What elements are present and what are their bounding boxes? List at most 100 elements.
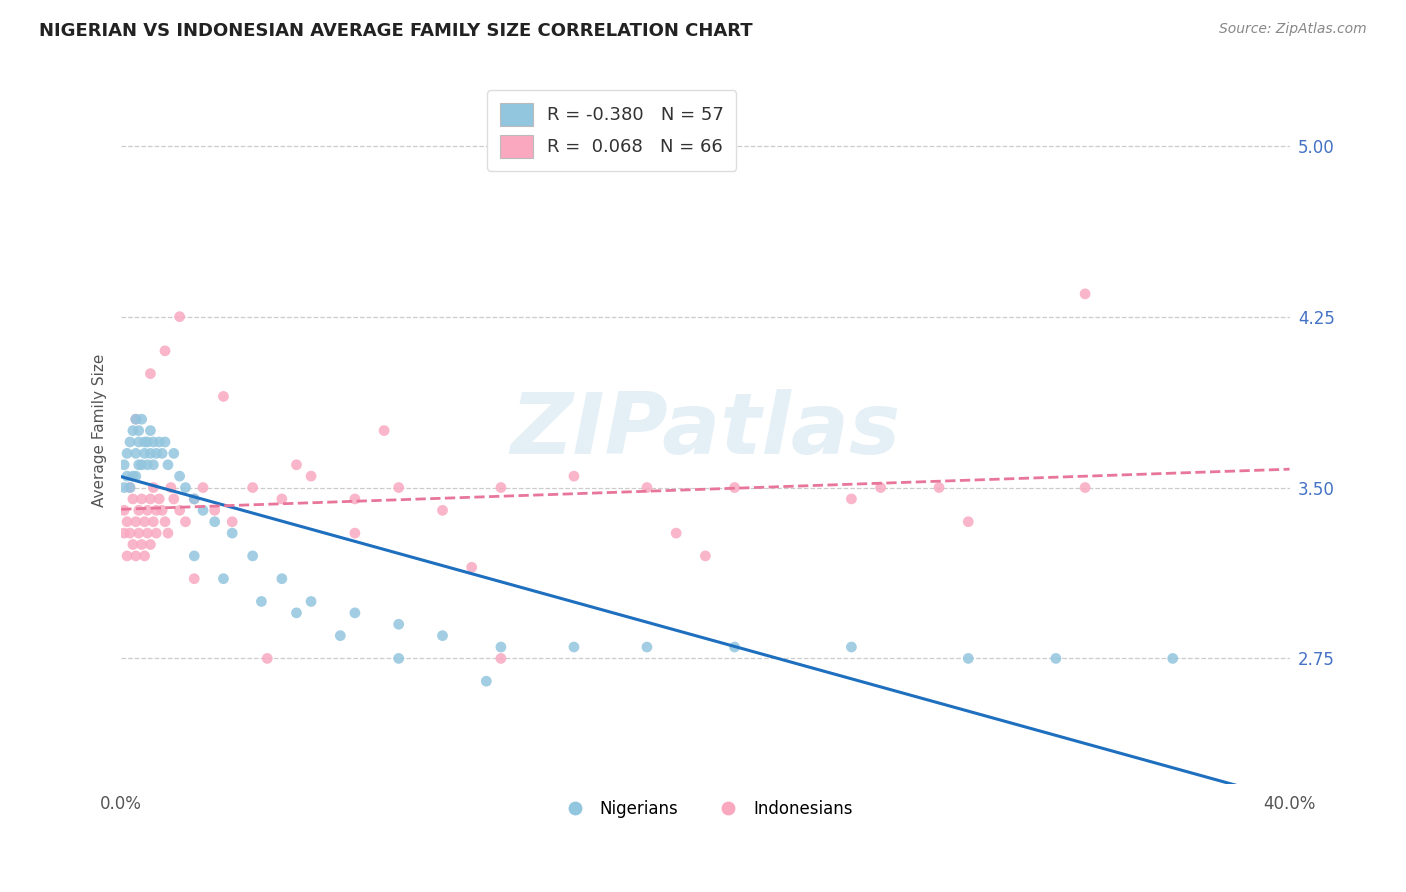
Point [131,412,153,426]
Point [139,491,162,506]
Point [115,469,138,483]
Point [128,424,150,438]
Point [1161,651,1184,665]
Point [242,549,264,563]
Point [1074,481,1097,495]
Point [183,572,205,586]
Point [131,458,153,472]
Point [270,572,292,586]
Point [112,458,135,472]
Legend: Nigerians, Indonesians: Nigerians, Indonesians [551,794,859,825]
Point [432,503,454,517]
Point [841,491,863,506]
Point [163,491,186,506]
Point [112,526,135,541]
Point [489,640,512,654]
Point [957,515,980,529]
Point [115,549,138,563]
Point [299,594,322,608]
Point [131,491,153,506]
Point [145,446,167,460]
Text: Source: ZipAtlas.com: Source: ZipAtlas.com [1219,22,1367,37]
Point [115,446,138,460]
Point [343,491,366,506]
Point [150,446,173,460]
Point [156,458,179,472]
Point [388,617,411,632]
Point [489,651,512,665]
Point [125,412,148,426]
Point [204,515,226,529]
Point [122,424,145,438]
Point [118,526,141,541]
Point [695,549,717,563]
Point [139,537,162,551]
Point [134,446,156,460]
Point [256,651,278,665]
Point [183,549,205,563]
Point [562,640,585,654]
Point [142,481,165,495]
Point [636,481,658,495]
Point [136,503,159,517]
Point [115,515,138,529]
Point [869,481,891,495]
Point [723,640,745,654]
Point [118,481,141,495]
Point [125,549,148,563]
Point [461,560,484,574]
Point [250,594,273,608]
Point [148,434,170,449]
Point [212,572,235,586]
Point [270,491,292,506]
Point [299,469,322,483]
Point [153,434,176,449]
Point [142,434,165,449]
Point [163,446,186,460]
Point [136,526,159,541]
Point [475,674,498,689]
Point [957,651,980,665]
Point [329,629,352,643]
Point [191,481,214,495]
Point [134,434,156,449]
Point [142,458,165,472]
Point [343,606,366,620]
Point [145,503,167,517]
Point [221,515,243,529]
Point [122,469,145,483]
Point [169,469,191,483]
Point [373,424,395,438]
Point [128,434,150,449]
Point [125,469,148,483]
Point [169,503,191,517]
Point [160,481,183,495]
Point [131,537,153,551]
Point [242,481,264,495]
Point [1074,286,1097,301]
Point [174,515,197,529]
Point [636,640,658,654]
Point [562,469,585,483]
Point [723,481,745,495]
Point [139,424,162,438]
Point [343,526,366,541]
Point [1045,651,1067,665]
Point [134,549,156,563]
Point [136,458,159,472]
Point [841,640,863,654]
Text: NIGERIAN VS INDONESIAN AVERAGE FAMILY SIZE CORRELATION CHART: NIGERIAN VS INDONESIAN AVERAGE FAMILY SI… [39,22,754,40]
Point [285,606,308,620]
Point [112,481,135,495]
Point [191,503,214,517]
Point [183,491,205,506]
Point [142,515,165,529]
Point [128,526,150,541]
Point [112,503,135,517]
Point [122,537,145,551]
Y-axis label: Average Family Size: Average Family Size [93,354,107,508]
Point [118,434,141,449]
Point [432,629,454,643]
Point [145,526,167,541]
Point [150,503,173,517]
